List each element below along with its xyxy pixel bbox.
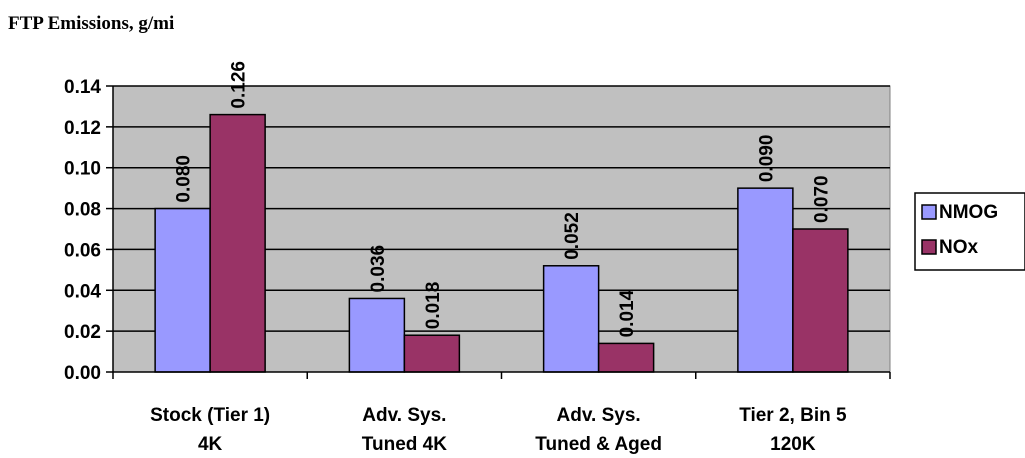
category-label: Adv. Sys. [362,405,446,426]
category-label: Stock (Tier 1) [150,405,270,426]
y-tick-label: 0.12 [64,118,101,139]
bar-nmog [348,297,406,373]
y-tick-label: 0.08 [64,200,101,221]
category-label: Tier 2, Bin 5 [739,405,847,426]
y-tick-label: 0.04 [64,281,101,302]
x-axis: Stock (Tier 1) 4K Adv. Sys. Tuned 4K Adv. Sy… [112,371,891,455]
legend-swatch [921,204,937,220]
bar-nmog [737,187,794,373]
y-tick-label: 0.06 [64,240,101,261]
bar-nmog [154,207,211,373]
legend: NMOG NOx [914,192,1025,271]
category-label: Adv. Sys. [557,405,641,426]
data-label: 0.126 [229,61,250,109]
legend-swatch [921,239,937,255]
bar-nmog [542,265,600,373]
data-label: 0.018 [423,282,444,330]
category-label: Tuned & Aged [535,434,662,455]
bar-nox [792,228,849,373]
data-label: 0.070 [811,175,832,223]
y-tick-label: 0.10 [64,159,101,180]
legend-label: NOx [939,237,979,258]
data-label: 0.080 [174,155,195,203]
y-tick-label: 0.02 [64,322,101,343]
data-label: 0.036 [368,245,389,293]
legend-label: NMOG [939,202,998,223]
bar-nox [403,334,461,373]
bar-nox [209,113,266,373]
chart-title: FTP Emissions, g/mi [8,13,174,34]
category-label: 4K [198,434,223,455]
data-label: 0.090 [756,135,777,183]
y-tick-label: 0.14 [64,77,101,98]
category-label: 120K [770,434,816,455]
category-label: Tuned 4K [362,434,447,455]
bar-nox [597,342,655,373]
y-tick-label: 0.00 [64,363,101,384]
data-label: 0.052 [562,212,583,260]
data-label: 0.014 [617,289,638,337]
bars: 0.080 0.126 0.036 0.018 0.052 0.014 0.090 0.070 [154,61,849,373]
y-axis: 0.00 0.02 0.04 0.06 0.08 0.10 0.12 0.14 [64,77,114,384]
